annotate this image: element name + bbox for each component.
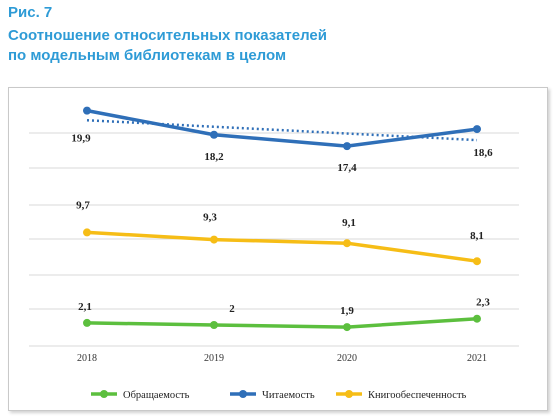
legend-label: Обращаемость	[123, 390, 190, 401]
legend-label: Читаемость	[262, 390, 315, 401]
data-label: 9,1	[342, 217, 356, 229]
data-label: 17,4	[337, 162, 357, 174]
x-axis: 2018 2019 2020 2021	[77, 353, 487, 364]
data-label: 2,3	[476, 297, 490, 309]
figure-title-line-1: Соотношение относительных показателей	[8, 27, 327, 44]
series-line-0	[85, 316, 479, 329]
line-chart: 2,1 2 1,9 2,3 19,9 18,2 17,4 18,6 9,7 9,3 9,1 8,1 2…	[29, 106, 519, 401]
data-label: 18,2	[204, 151, 224, 163]
data-label: 1,9	[340, 305, 354, 317]
data-point	[343, 323, 351, 332]
data-point	[343, 239, 351, 248]
trendline	[86, 119, 478, 142]
data-point	[210, 321, 218, 329]
data-point	[343, 142, 351, 151]
data-label: 8,1	[470, 230, 484, 242]
series-line-1	[85, 108, 479, 148]
figure-label: Рис. 7	[8, 4, 53, 21]
data-point	[83, 318, 91, 327]
legend: Обращаемость Читаемость Книгообеспеченност…	[91, 390, 467, 401]
legend-label: Книгообеспеченность	[368, 390, 467, 401]
legend-swatch-marker	[345, 390, 353, 398]
series-line-2	[85, 230, 479, 263]
figure-title-line-2: по модельным библиотекам в целом	[8, 47, 287, 64]
data-point	[210, 235, 218, 244]
data-label: 19,9	[71, 133, 91, 145]
data-point	[83, 228, 91, 237]
x-tick-label: 2020	[337, 353, 357, 364]
data-point	[473, 257, 481, 266]
legend-swatch-marker	[100, 390, 108, 398]
series-lines	[83, 106, 481, 332]
x-tick-label: 2018	[77, 353, 97, 364]
data-label: 9,3	[203, 212, 217, 224]
legend-swatch-marker	[239, 390, 247, 398]
grid-lines	[29, 132, 519, 347]
data-point	[83, 106, 91, 115]
data-label: 2,1	[78, 301, 92, 313]
x-tick-label: 2021	[467, 353, 487, 364]
data-label: 9,7	[76, 199, 90, 211]
legend-item: Читаемость	[230, 390, 315, 401]
data-point	[473, 314, 481, 323]
x-tick-label: 2019	[204, 353, 224, 364]
data-label: 18,6	[473, 147, 493, 159]
data-point	[210, 130, 218, 139]
data-label: 2	[229, 303, 235, 315]
figure-title: Соотношение относительных показателей по…	[8, 26, 548, 66]
legend-item: Книгообеспеченность	[336, 390, 467, 401]
data-point	[473, 125, 481, 134]
data-labels: 2,1 2 1,9 2,3 19,9 18,2 17,4 18,6 9,7 9,3 9,1 8,1	[71, 133, 493, 317]
legend-item: Обращаемость	[91, 390, 190, 401]
chart-frame: 2,1 2 1,9 2,3 19,9 18,2 17,4 18,6 9,7 9,3 9,1 8,1 2…	[8, 87, 548, 411]
